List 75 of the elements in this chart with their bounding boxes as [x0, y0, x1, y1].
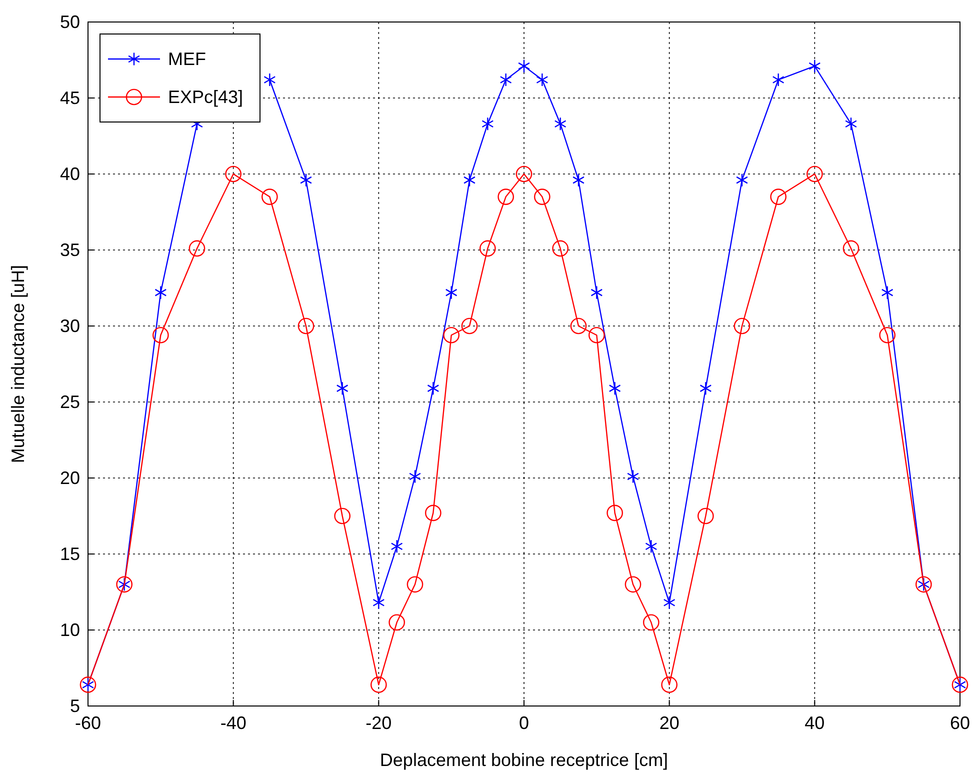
x-tick-label: 20 [659, 712, 680, 733]
point [661, 676, 678, 693]
point [736, 173, 748, 187]
point [390, 540, 403, 554]
point [663, 596, 676, 610]
point [881, 286, 894, 300]
point [772, 72, 784, 87]
y-tick-label: 30 [60, 316, 80, 336]
point [844, 116, 858, 131]
point [734, 318, 750, 334]
point [608, 381, 621, 396]
point [188, 240, 206, 257]
point [700, 381, 712, 396]
point [536, 72, 548, 87]
point [588, 326, 605, 344]
point [645, 540, 658, 554]
point [570, 318, 587, 334]
point [534, 188, 550, 205]
point [298, 318, 314, 334]
point [370, 676, 387, 693]
legend-label: MEF [168, 49, 206, 69]
point [590, 286, 603, 300]
point [336, 381, 348, 396]
point [443, 326, 460, 344]
point [482, 116, 494, 131]
point [842, 240, 860, 257]
x-tick-label: 40 [804, 712, 825, 733]
y-tick-label: 35 [60, 240, 80, 260]
point [262, 188, 278, 205]
point [606, 504, 623, 522]
y-axis-title: Mutuelle inductance [uH] [8, 264, 28, 464]
point [154, 286, 167, 300]
point [264, 72, 276, 87]
y-tick-label: 40 [60, 164, 80, 184]
point [518, 59, 530, 73]
point [152, 326, 169, 344]
y-tick-label: 10 [60, 620, 80, 640]
point [554, 116, 566, 131]
point [808, 59, 821, 73]
x-tick-label: 60 [950, 712, 970, 733]
y-tick-label: 20 [60, 468, 80, 488]
point [480, 240, 496, 257]
point [572, 173, 585, 187]
point [879, 326, 896, 344]
x-tick-label: -40 [220, 712, 246, 733]
point [334, 508, 350, 524]
point [698, 508, 714, 524]
y-tick-label: 45 [60, 88, 80, 108]
legend-label: EXPc[43] [168, 87, 244, 107]
point [624, 576, 642, 593]
point [461, 318, 478, 334]
point [626, 470, 640, 484]
point [408, 470, 422, 484]
point [406, 576, 424, 593]
point [770, 188, 786, 205]
point [516, 166, 532, 182]
point [300, 173, 312, 187]
y-tick-label: 25 [60, 392, 80, 412]
point [806, 166, 823, 182]
point [388, 614, 405, 631]
x-axis-title: Deplacement bobine receptrice [cm] [380, 750, 668, 770]
x-tick-label: 0 [518, 712, 530, 733]
point [372, 596, 385, 610]
point [552, 240, 568, 257]
point [445, 286, 458, 300]
x-tick-label: -20 [366, 712, 392, 733]
point [643, 614, 660, 631]
point [463, 173, 476, 187]
point [225, 166, 242, 182]
point [498, 188, 514, 205]
y-tick-label: 50 [60, 12, 80, 32]
point [425, 504, 442, 522]
point [427, 381, 440, 396]
y-tick-label: 15 [60, 544, 80, 564]
point [500, 72, 512, 87]
